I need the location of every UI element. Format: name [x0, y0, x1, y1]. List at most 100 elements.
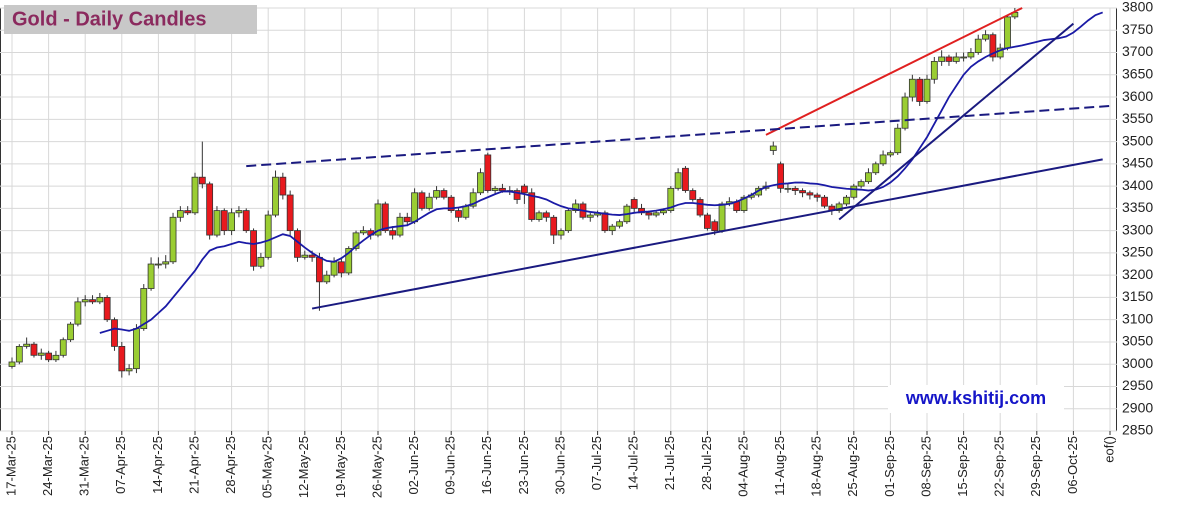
y-tick-label: 3250 [1122, 244, 1153, 260]
marks [8, 7, 1111, 378]
candle-body [740, 196, 748, 211]
candle-body [59, 339, 67, 356]
candle-body [821, 196, 828, 207]
x-tick-label: 08-Sep-25 [918, 436, 933, 497]
x-tick-label: 28-Jul-25 [699, 436, 714, 490]
candle-body [528, 192, 536, 220]
candle-body [484, 154, 492, 191]
candle-body [111, 319, 118, 347]
candle-body [381, 203, 389, 232]
y-tick-label: 2950 [1122, 377, 1153, 393]
candle-body [843, 196, 850, 205]
x-tick-label: 19-May-25 [333, 436, 348, 498]
x-tick-label: 07-Apr-25 [113, 436, 128, 494]
candle-body [220, 210, 228, 232]
watermark: www.kshitij.com [905, 388, 1046, 408]
y-tick-label: 3150 [1122, 288, 1153, 304]
candle-body [894, 127, 902, 154]
candle-body [403, 216, 411, 223]
candle-body [308, 254, 316, 258]
trend-line [765, 7, 1023, 136]
title-box [4, 5, 257, 34]
candle-body [52, 354, 60, 361]
candle-body [982, 34, 989, 40]
candle-body [887, 152, 894, 156]
candle-body [967, 52, 975, 58]
candle-body [462, 205, 470, 218]
candle-body [301, 254, 309, 258]
candle-body [191, 176, 199, 214]
candle-body [535, 212, 543, 220]
candle-body [359, 230, 367, 234]
watermark-box [888, 385, 1064, 413]
candle-body [389, 230, 397, 236]
candle-body [799, 190, 806, 194]
candle-body [103, 297, 111, 321]
x-tick-label: 23-Jun-25 [516, 436, 531, 495]
candle-body [89, 299, 96, 303]
candle-body [81, 299, 89, 303]
candle-body [865, 172, 872, 183]
x-tick-label: 05-May-25 [260, 436, 275, 498]
candle-body [235, 210, 243, 214]
candle-body [286, 194, 294, 232]
chart-title: Gold - Daily Candles [12, 8, 206, 30]
x-tick-label: 22-Sep-25 [992, 436, 1007, 497]
candle-body [242, 210, 250, 232]
x-tick-label: 14-Apr-25 [150, 436, 165, 494]
candle-body [455, 210, 462, 218]
candle-body [806, 192, 814, 196]
candle-body [872, 163, 880, 174]
candle-body [908, 78, 916, 98]
candle-body [572, 203, 580, 211]
trend-line [311, 158, 1103, 310]
candle-body [923, 78, 931, 102]
candle-body [45, 352, 52, 361]
candle-body [264, 214, 272, 258]
candle-body [213, 210, 221, 236]
candle-body [960, 56, 967, 59]
trend-line [838, 22, 1075, 221]
candle-body [674, 172, 682, 189]
candle-body [74, 301, 82, 325]
candle-body [37, 352, 45, 356]
candle-body [689, 190, 697, 200]
y-tick-label: 3300 [1122, 221, 1153, 237]
y-tick-label: 3350 [1122, 199, 1153, 215]
x-tick-label: 29-Sep-25 [1028, 436, 1043, 497]
y-tick-label: 3200 [1122, 266, 1153, 282]
candle-body [952, 56, 960, 62]
y-tick-label: 3050 [1122, 333, 1153, 349]
candle-body [850, 185, 858, 198]
candle-body [15, 345, 23, 363]
x-tick-label: 28-Apr-25 [223, 436, 238, 494]
y-tick-label: 2900 [1122, 399, 1153, 415]
candle-body [337, 261, 345, 274]
candle-body [835, 203, 843, 211]
x-tick-label: 11-Aug-25 [772, 436, 787, 496]
x-tick-label: 17-Mar-25 [3, 436, 18, 496]
candle-body [330, 261, 338, 276]
candle-body [857, 181, 865, 187]
candle-body [8, 361, 16, 367]
candle-body [125, 368, 133, 372]
x-tick-label: 21-Apr-25 [186, 436, 201, 494]
candle-body [879, 154, 887, 165]
x-tick-label: eof() [1101, 436, 1116, 463]
candle-body [279, 176, 287, 196]
candle-body [499, 187, 506, 191]
x-tick-label: 30-Jun-25 [552, 436, 567, 495]
x-tick-label: 06-Oct-25 [1065, 436, 1080, 494]
candle-body [433, 190, 440, 198]
candle-body [133, 328, 140, 370]
candle-body [23, 343, 31, 347]
x-tick-label: 21-Jul-25 [662, 436, 677, 490]
candle-body [608, 225, 616, 232]
candle-body [521, 185, 528, 194]
y-tick-label: 3100 [1122, 310, 1153, 326]
candle-body [938, 56, 946, 62]
candle-body [118, 345, 126, 372]
candle-body [784, 187, 792, 190]
candle-body [542, 212, 550, 218]
candle-body [557, 230, 565, 236]
